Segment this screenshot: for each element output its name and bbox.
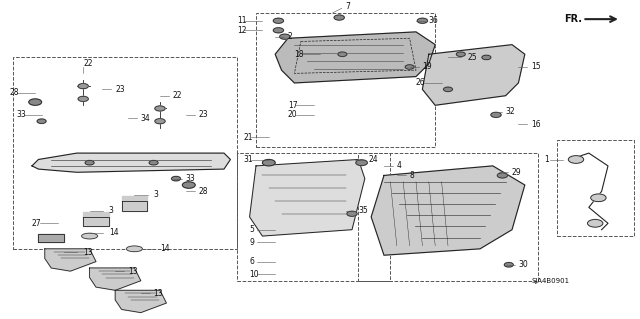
Text: 29: 29 [512,168,522,177]
Text: 1: 1 [544,155,548,164]
Text: 20: 20 [288,110,298,119]
Text: SJA4B0901: SJA4B0901 [531,278,570,284]
Polygon shape [371,166,525,255]
Circle shape [591,194,606,202]
Circle shape [280,34,290,39]
Polygon shape [250,160,365,236]
Circle shape [37,119,46,123]
Text: 3: 3 [154,190,159,199]
Bar [237,153,390,281]
Circle shape [588,219,603,227]
Text: 19: 19 [422,63,432,71]
Bar [557,140,634,236]
Text: 3: 3 [109,206,114,215]
Text: 34: 34 [141,114,150,122]
Circle shape [417,18,428,23]
Circle shape [273,18,284,23]
Text: 11: 11 [237,16,246,25]
Text: 24: 24 [368,155,378,164]
Bar [38,234,64,242]
Text: 7: 7 [346,2,351,11]
Text: 9: 9 [250,238,255,247]
Text: 14: 14 [160,244,170,253]
Text: 16: 16 [531,120,541,129]
Circle shape [356,160,367,166]
Text: 10: 10 [250,270,259,279]
Circle shape [85,160,94,165]
Circle shape [456,52,465,56]
Polygon shape [90,268,141,290]
Text: 23: 23 [115,85,125,94]
Circle shape [29,99,42,105]
Circle shape [334,15,344,20]
Circle shape [172,176,180,181]
Circle shape [149,160,158,165]
Circle shape [182,182,195,188]
Text: 2: 2 [288,32,292,41]
Text: 23: 23 [198,110,208,119]
Text: 13: 13 [154,289,163,298]
Text: 28: 28 [10,88,19,97]
Text: 8: 8 [410,171,414,180]
Text: 36: 36 [429,16,438,25]
Circle shape [338,52,347,56]
Text: 4: 4 [397,161,402,170]
Text: 17: 17 [288,101,298,110]
Circle shape [155,106,165,111]
Circle shape [273,28,284,33]
Circle shape [482,55,491,60]
Circle shape [497,173,508,178]
Text: 5: 5 [250,225,255,234]
Circle shape [262,160,275,166]
Text: 32: 32 [506,107,515,116]
Text: 35: 35 [358,206,368,215]
Text: 14: 14 [109,228,118,237]
Circle shape [347,211,357,216]
Polygon shape [275,32,435,83]
Circle shape [78,84,88,89]
Ellipse shape [127,246,143,252]
Text: 26: 26 [416,78,426,87]
Text: 21: 21 [243,133,253,142]
Text: 6: 6 [250,257,255,266]
Text: 33: 33 [186,174,195,183]
Text: 18: 18 [294,50,304,59]
Bar [83,212,109,226]
Bar [122,196,147,211]
Circle shape [491,112,501,117]
Circle shape [78,96,88,101]
Text: 27: 27 [32,219,42,228]
Text: 13: 13 [128,267,138,276]
Polygon shape [45,249,96,271]
Circle shape [405,65,414,69]
Circle shape [568,156,584,163]
Text: 28: 28 [198,187,208,196]
Ellipse shape [82,233,98,239]
Text: 30: 30 [518,260,528,269]
Text: 22: 22 [173,91,182,100]
Bar [13,57,237,249]
Circle shape [444,87,452,92]
Text: 13: 13 [83,248,93,256]
Polygon shape [422,45,525,105]
Bar [256,13,435,147]
Text: FR.: FR. [564,14,582,24]
Polygon shape [32,153,230,172]
Text: 33: 33 [16,110,26,119]
Text: 31: 31 [243,155,253,164]
Text: 22: 22 [83,59,93,68]
Circle shape [155,119,165,124]
Text: 12: 12 [237,26,246,35]
Text: 15: 15 [531,63,541,71]
Bar [358,153,538,281]
Circle shape [504,263,513,267]
Polygon shape [115,290,166,313]
Text: 25: 25 [467,53,477,62]
